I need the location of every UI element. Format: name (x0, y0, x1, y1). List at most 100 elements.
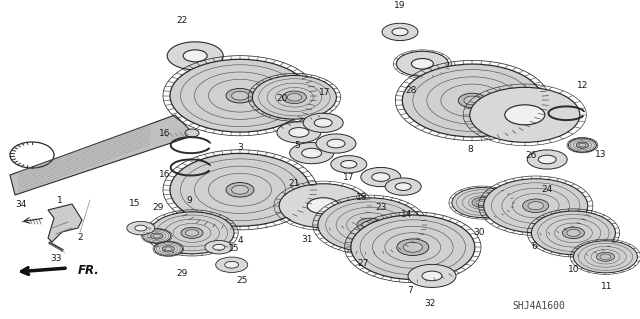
Text: 21: 21 (289, 179, 300, 188)
Polygon shape (48, 204, 82, 242)
Ellipse shape (252, 76, 337, 119)
Ellipse shape (154, 242, 182, 256)
Ellipse shape (151, 233, 163, 239)
Ellipse shape (170, 153, 310, 226)
Ellipse shape (183, 50, 207, 62)
Text: 30: 30 (473, 228, 484, 237)
Ellipse shape (422, 271, 442, 281)
Ellipse shape (290, 143, 333, 164)
Text: 16: 16 (159, 129, 171, 138)
Ellipse shape (164, 247, 172, 251)
Text: 27: 27 (358, 259, 369, 268)
Ellipse shape (412, 58, 433, 69)
Text: 29: 29 (152, 203, 164, 212)
Text: 18: 18 (356, 193, 367, 202)
Text: 22: 22 (177, 16, 188, 25)
Ellipse shape (301, 148, 322, 158)
Ellipse shape (563, 227, 584, 239)
Text: 11: 11 (601, 282, 612, 291)
Text: 29: 29 (177, 269, 188, 278)
Ellipse shape (385, 178, 421, 195)
Ellipse shape (361, 167, 401, 187)
Ellipse shape (279, 184, 367, 228)
Text: 14: 14 (401, 210, 412, 219)
Ellipse shape (573, 241, 637, 273)
Ellipse shape (470, 87, 580, 142)
Ellipse shape (579, 143, 586, 147)
Text: 5: 5 (295, 141, 300, 150)
Ellipse shape (170, 59, 310, 132)
Ellipse shape (143, 229, 171, 243)
Ellipse shape (314, 118, 332, 127)
Ellipse shape (232, 185, 248, 194)
Ellipse shape (484, 179, 588, 233)
Ellipse shape (282, 91, 307, 104)
Polygon shape (10, 115, 195, 195)
Ellipse shape (408, 264, 456, 287)
Text: 1: 1 (57, 197, 62, 205)
Ellipse shape (186, 230, 198, 236)
Text: 3: 3 (237, 143, 243, 152)
Ellipse shape (452, 188, 512, 218)
Ellipse shape (357, 218, 383, 232)
Ellipse shape (226, 88, 254, 103)
Ellipse shape (331, 156, 367, 173)
Text: 15: 15 (228, 244, 239, 253)
Ellipse shape (163, 246, 174, 252)
Text: 6: 6 (532, 242, 537, 251)
Ellipse shape (528, 202, 543, 210)
Text: 17: 17 (319, 88, 330, 97)
Ellipse shape (289, 128, 309, 137)
Text: 33: 33 (51, 254, 62, 263)
Ellipse shape (167, 42, 223, 70)
Text: 26: 26 (525, 151, 537, 160)
Ellipse shape (225, 261, 239, 268)
Text: 28: 28 (405, 86, 417, 95)
Ellipse shape (150, 212, 234, 254)
Ellipse shape (403, 64, 542, 137)
Text: 7: 7 (407, 286, 412, 295)
Ellipse shape (287, 93, 301, 101)
Ellipse shape (277, 122, 321, 143)
Text: 2: 2 (77, 234, 83, 242)
Ellipse shape (216, 257, 248, 272)
Ellipse shape (318, 198, 422, 252)
Ellipse shape (351, 215, 475, 279)
Ellipse shape (396, 51, 449, 76)
Ellipse shape (397, 239, 429, 256)
Ellipse shape (205, 241, 233, 254)
Ellipse shape (362, 221, 378, 229)
Ellipse shape (596, 252, 614, 261)
Ellipse shape (567, 229, 580, 236)
Ellipse shape (531, 211, 616, 255)
Text: 12: 12 (577, 81, 588, 90)
Ellipse shape (472, 197, 492, 208)
Text: 19: 19 (394, 1, 406, 10)
Text: 16: 16 (159, 170, 171, 179)
Text: 9: 9 (186, 197, 191, 205)
Ellipse shape (327, 139, 345, 148)
Ellipse shape (127, 221, 155, 235)
Ellipse shape (316, 134, 356, 153)
Text: SHJ4A1600: SHJ4A1600 (512, 301, 565, 311)
Ellipse shape (232, 91, 248, 100)
Text: 31: 31 (301, 235, 313, 244)
Ellipse shape (458, 93, 486, 108)
Ellipse shape (600, 254, 611, 259)
Ellipse shape (523, 199, 548, 212)
Ellipse shape (213, 244, 225, 250)
Ellipse shape (382, 23, 418, 41)
Ellipse shape (153, 234, 161, 238)
Ellipse shape (185, 129, 199, 137)
Text: 34: 34 (15, 200, 26, 209)
Text: 10: 10 (568, 265, 579, 274)
Text: FR.: FR. (78, 264, 100, 278)
Ellipse shape (538, 155, 556, 164)
Text: 24: 24 (541, 185, 553, 194)
Text: 4: 4 (237, 236, 243, 245)
Text: 17: 17 (343, 173, 355, 182)
Ellipse shape (307, 198, 339, 214)
Ellipse shape (577, 142, 588, 148)
Ellipse shape (303, 113, 343, 132)
Ellipse shape (476, 200, 488, 205)
